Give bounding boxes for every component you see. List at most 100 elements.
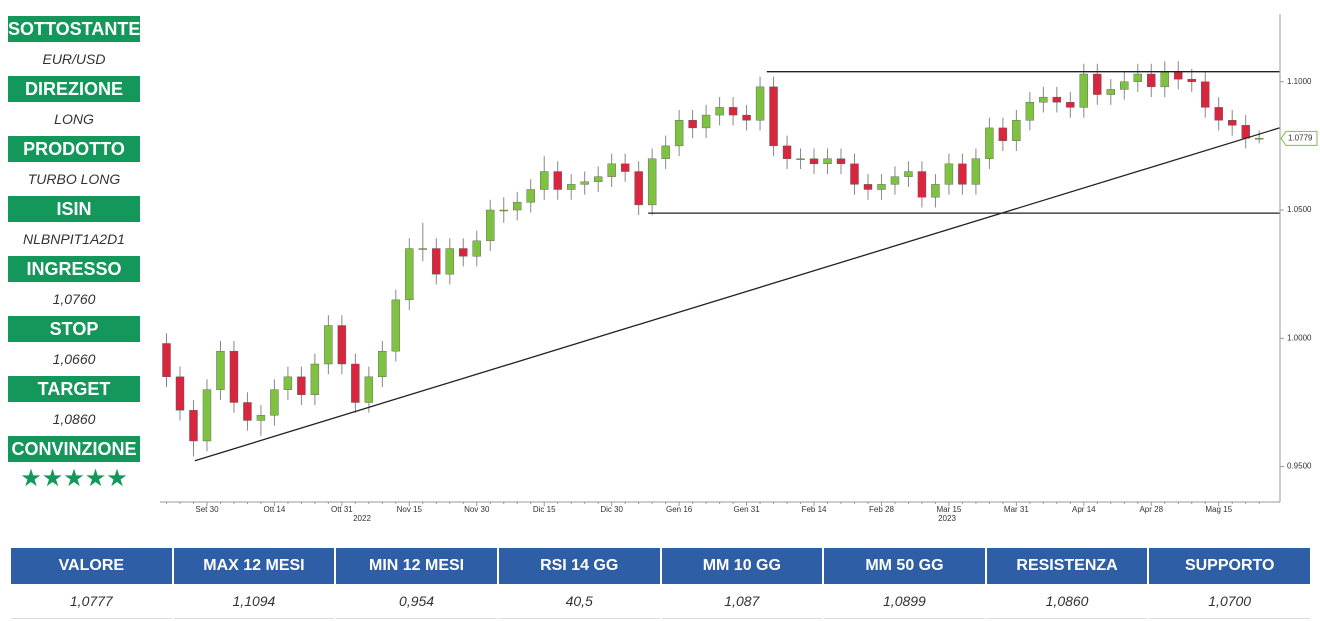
y-tick-label: 1.0500 xyxy=(1287,205,1312,214)
sidebar-label: SOTTOSTANTE xyxy=(8,16,140,42)
candle-body xyxy=(836,158,846,165)
sidebar-label: STOP xyxy=(8,316,140,342)
table-header: RSI 14 GG xyxy=(498,548,660,584)
candle-body xyxy=(513,202,522,211)
x-tick-label: Dic 30 xyxy=(600,505,623,514)
candle-body xyxy=(1133,73,1142,82)
candle-body xyxy=(1147,73,1156,88)
sidebar-value: EUR/USD xyxy=(42,51,106,67)
candle-body xyxy=(782,145,792,159)
table-cell: 1,1094 xyxy=(173,584,335,619)
table-cell: 1,0700 xyxy=(1149,584,1310,619)
candle-body xyxy=(310,363,320,395)
x-tick-label: Nov 15 xyxy=(397,505,423,514)
x-tick-label: Ott 31 xyxy=(331,505,353,514)
candle-body xyxy=(567,184,576,190)
candle-body xyxy=(1254,137,1264,140)
x-tick-label: Apr 14 xyxy=(1072,505,1096,514)
candle-body xyxy=(189,409,198,442)
candle-body xyxy=(364,376,374,403)
table-cell: 1,0899 xyxy=(824,584,985,619)
sidebar-value: LONG xyxy=(54,111,94,127)
sidebar-value: 1,0860 xyxy=(52,411,96,427)
x-tick-label: Set 30 xyxy=(195,505,219,514)
candle-body xyxy=(243,402,252,421)
candle-body xyxy=(728,107,738,116)
candle-body xyxy=(378,350,387,378)
candle-body xyxy=(863,184,873,190)
candle-body xyxy=(890,176,900,185)
x-tick-label: Mag 15 xyxy=(1205,505,1232,514)
candle-body xyxy=(944,163,954,185)
candle-body xyxy=(742,114,751,121)
y-tick-label: 1.1000 xyxy=(1287,77,1312,86)
candle-body xyxy=(351,363,360,403)
table-header: MIN 12 MESI xyxy=(336,548,497,584)
candle-body xyxy=(715,107,724,116)
candle-body xyxy=(337,325,347,365)
table-header: MAX 12 MESI xyxy=(173,548,335,584)
candle-body xyxy=(391,299,401,352)
candle-body xyxy=(985,127,994,159)
sidebar-value: 1,0760 xyxy=(52,291,96,307)
candle-body xyxy=(1241,125,1250,139)
candle-body xyxy=(607,163,616,177)
plot-area xyxy=(160,14,1288,522)
candle-body xyxy=(1106,89,1116,95)
candle-body xyxy=(324,325,333,365)
candle-body xyxy=(1160,71,1169,88)
candle-body xyxy=(297,376,306,395)
sidebar-label: TARGET xyxy=(8,376,140,402)
candle-body xyxy=(634,171,643,206)
candle-body xyxy=(701,114,711,129)
trend-line xyxy=(194,127,1280,462)
table-cell: 1,0777 xyxy=(11,584,172,619)
x-tick-label: Feb 28 xyxy=(869,505,894,514)
sidebar-label: PRODOTTO xyxy=(8,136,140,162)
table-row: 1,0777 1,1094 0,954 40,5 1,087 1,0899 1,0860 1,… xyxy=(11,584,1310,619)
candle-body xyxy=(674,120,684,147)
candle-body xyxy=(958,163,967,185)
candle-body xyxy=(1039,96,1048,103)
sidebar-label: INGRESSO xyxy=(8,256,140,282)
x-tick-label: Dic 15 xyxy=(533,505,556,514)
candle-body xyxy=(1079,73,1089,108)
candle-body xyxy=(216,350,225,390)
candle-body xyxy=(418,248,428,250)
candle-body xyxy=(459,248,468,257)
candle-body xyxy=(445,248,454,275)
candle-body xyxy=(580,181,589,185)
table-cell: 1,087 xyxy=(661,584,823,619)
x-tick-label: Gen 31 xyxy=(733,505,760,514)
sidebar-value: TURBO LONG xyxy=(27,171,121,187)
candle-body xyxy=(553,171,562,190)
candle-body xyxy=(540,171,549,190)
candle-body xyxy=(931,184,940,198)
candle-body xyxy=(850,163,859,185)
candle-body xyxy=(904,171,913,177)
candle-body xyxy=(769,86,778,147)
candle-body xyxy=(809,158,819,165)
candle-body xyxy=(175,376,185,411)
table-header: VALORE xyxy=(11,548,172,584)
sidebar-value: NLBNPIT1A2D1 xyxy=(23,231,125,247)
table-header: MM 10 GG xyxy=(661,548,823,584)
x-tick-label: Ott 14 xyxy=(264,505,286,514)
x-tick-label: Mar 31 xyxy=(1004,505,1029,514)
candle-body xyxy=(472,240,481,257)
x-tick-label: Apr 28 xyxy=(1139,505,1163,514)
candle-body xyxy=(1025,102,1035,121)
candle-body xyxy=(971,158,981,185)
candle-body xyxy=(499,209,508,212)
candle-body xyxy=(1228,120,1237,126)
candle-body xyxy=(1120,81,1129,90)
candle-body xyxy=(917,171,927,198)
table-cell: 0,954 xyxy=(336,584,497,619)
candle-body xyxy=(1012,120,1021,141)
candle-body xyxy=(1052,96,1062,103)
year-label: 2022 xyxy=(353,514,371,523)
candle-body xyxy=(796,158,805,160)
sidebar-label: DIREZIONE xyxy=(8,76,140,102)
year-label: 2023 xyxy=(938,514,956,523)
